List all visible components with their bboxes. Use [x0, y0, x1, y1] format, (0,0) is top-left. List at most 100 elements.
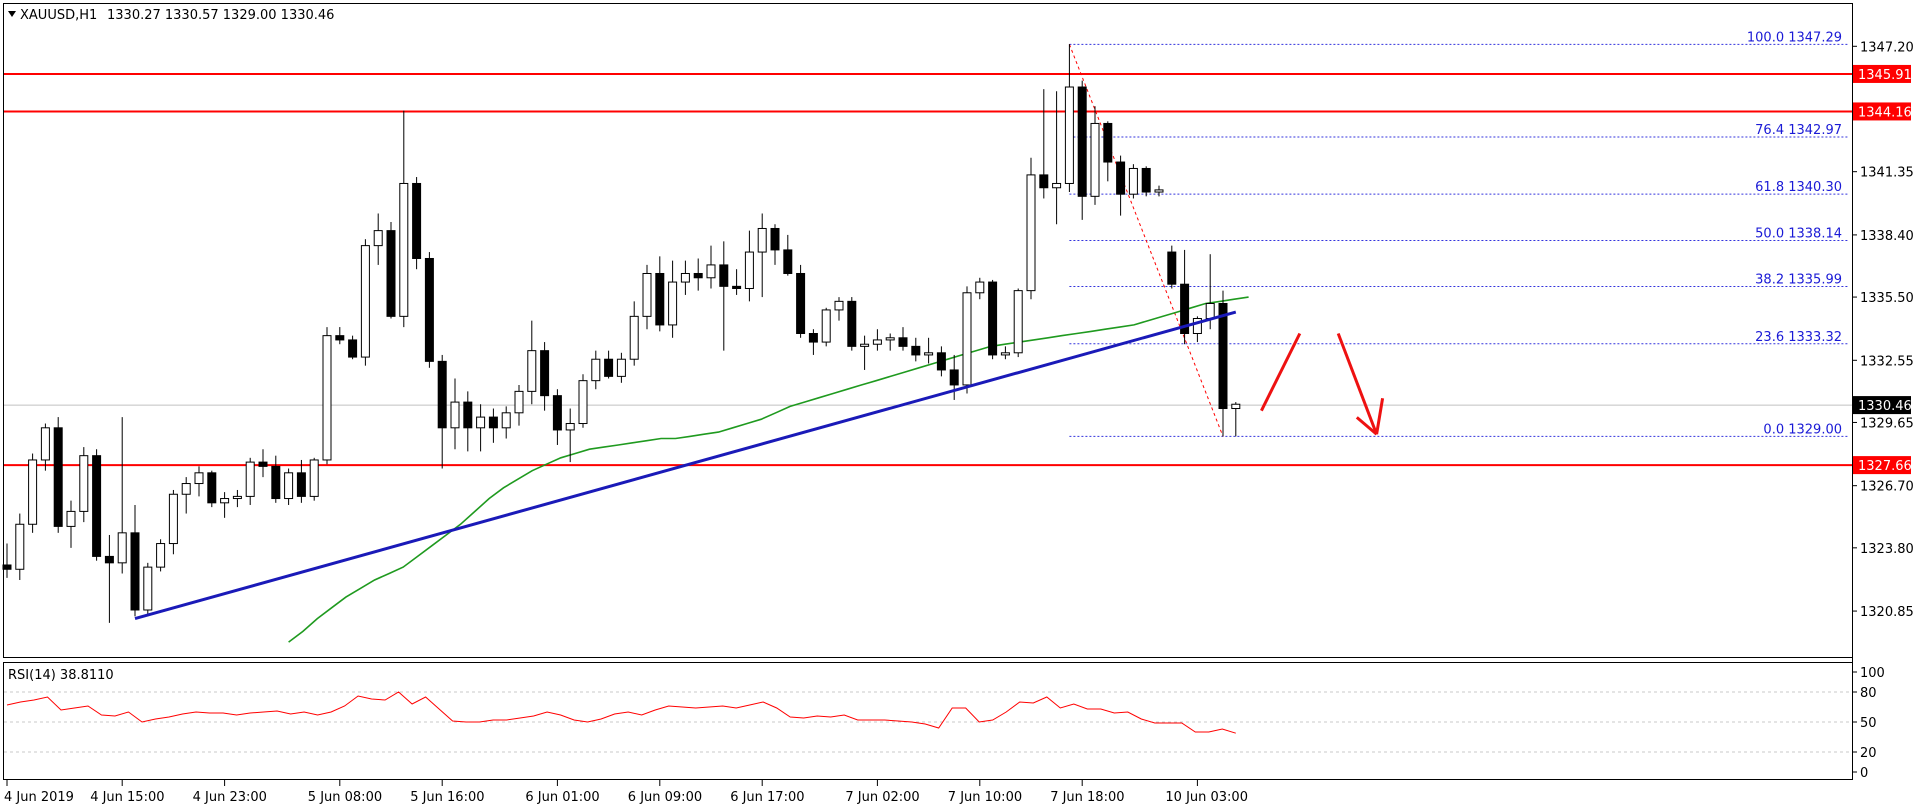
- rsi-panel-frame: [3, 662, 1853, 780]
- candle: [975, 277, 985, 300]
- candle: [130, 504, 140, 617]
- candle: [834, 297, 844, 321]
- time-tick-label: 7 Jun 02:00: [845, 790, 919, 805]
- candle: [1231, 402, 1241, 437]
- candle: [271, 455, 281, 503]
- candle: [412, 177, 422, 270]
- candle: [207, 470, 217, 508]
- trendline: [134, 310, 1237, 621]
- candle: [911, 337, 921, 362]
- rsi-panel: RSI(14) 38.8110 100 80 50 20 0: [4, 666, 1885, 781]
- candle: [1090, 106, 1100, 205]
- price-badge: [1853, 64, 1911, 83]
- candle: [488, 408, 498, 443]
- fibonacci-retracement: 100.0 1347.29 76.4 1342.97 61.8 1340.30 50.…: [1068, 30, 1848, 437]
- candle: [668, 260, 678, 338]
- candle: [373, 213, 383, 265]
- price-tick-label: 1338.40: [1860, 229, 1914, 244]
- candle: [1052, 91, 1062, 225]
- candle: [1192, 316, 1202, 343]
- candle: [335, 327, 345, 345]
- candle: [527, 320, 537, 405]
- candle: [66, 500, 76, 548]
- price-tick-label: 1320.85: [1860, 605, 1914, 620]
- candle: [386, 222, 396, 319]
- candle: [309, 457, 319, 501]
- fib-level-label: 23.6 1333.32: [1755, 330, 1842, 345]
- horizontal-levels: [4, 72, 1852, 467]
- candle: [348, 335, 358, 360]
- candle: [924, 337, 934, 364]
- candle: [168, 489, 178, 555]
- rsi-tick-label: 20: [1860, 746, 1877, 761]
- triangle-down-icon[interactable]: [8, 11, 16, 17]
- fib-level-label: 38.2 1335.99: [1755, 273, 1842, 288]
- ma-line: [288, 296, 1249, 643]
- rsi-tick-label: 0: [1860, 766, 1868, 781]
- candle: [1039, 89, 1049, 199]
- candle: [514, 384, 524, 426]
- candle: [604, 350, 614, 379]
- rsi-line: [6, 691, 1236, 734]
- candle: [565, 408, 575, 463]
- candle: [821, 307, 831, 347]
- price-badge-label: 1344.16: [1858, 105, 1912, 120]
- price-tick-label: 1335.50: [1860, 291, 1914, 306]
- arrow-head: [1355, 416, 1378, 436]
- candle: [424, 252, 434, 368]
- candle: [15, 513, 25, 580]
- candle: [949, 354, 959, 400]
- support-trendline[interactable]: [134, 310, 1237, 621]
- ohlc-values: 1330.27 1330.57 1329.00 1330.46: [107, 8, 334, 23]
- candle: [552, 389, 562, 445]
- rsi-label: RSI(14) 38.8110: [8, 668, 114, 683]
- candle: [104, 534, 114, 623]
- candle: [1000, 346, 1010, 360]
- fib-level-label: 61.8 1340.30: [1755, 180, 1842, 195]
- candle: [706, 245, 716, 289]
- price-tick-label: 1332.55: [1860, 354, 1914, 369]
- time-tick-label: 7 Jun 10:00: [948, 790, 1022, 805]
- candle: [591, 350, 601, 390]
- candle: [437, 354, 447, 469]
- price-badge: [1853, 456, 1911, 475]
- candle: [796, 264, 806, 338]
- candle: [783, 234, 793, 276]
- price-tick-label: 1341.35: [1860, 166, 1914, 181]
- candle: [642, 264, 652, 330]
- candle: [501, 406, 511, 439]
- candle: [28, 453, 38, 533]
- candlesticks: [2, 44, 1241, 623]
- up-arrow: [1260, 332, 1302, 412]
- candle: [872, 329, 882, 351]
- price-badge-label: 1345.91: [1858, 68, 1912, 83]
- candle: [757, 213, 767, 298]
- time-tick-label: 6 Jun 09:00: [628, 790, 702, 805]
- candle: [296, 459, 306, 503]
- candle: [719, 241, 729, 351]
- candle: [847, 297, 857, 351]
- fib-level-label: 0.0 1329.00: [1763, 422, 1842, 437]
- candle: [629, 301, 639, 366]
- moving-average: [288, 296, 1249, 643]
- price-badge: [1853, 102, 1911, 121]
- time-tick-label: 5 Jun 08:00: [308, 790, 382, 805]
- candle: [143, 562, 153, 615]
- price-tick-label: 1323.80: [1860, 542, 1914, 557]
- candle: [885, 333, 895, 351]
- candle: [220, 492, 230, 518]
- candle: [693, 258, 703, 291]
- candle: [156, 539, 166, 572]
- down-arrow: [1336, 332, 1379, 435]
- candle: [181, 477, 191, 514]
- time-tick-label: 6 Jun 01:00: [525, 790, 599, 805]
- candle: [40, 423, 50, 471]
- candle: [898, 327, 908, 351]
- candle: [680, 260, 690, 295]
- candle: [1026, 157, 1036, 300]
- candle: [808, 329, 818, 355]
- candle: [770, 224, 780, 265]
- candle: [117, 417, 127, 574]
- candle: [732, 269, 742, 295]
